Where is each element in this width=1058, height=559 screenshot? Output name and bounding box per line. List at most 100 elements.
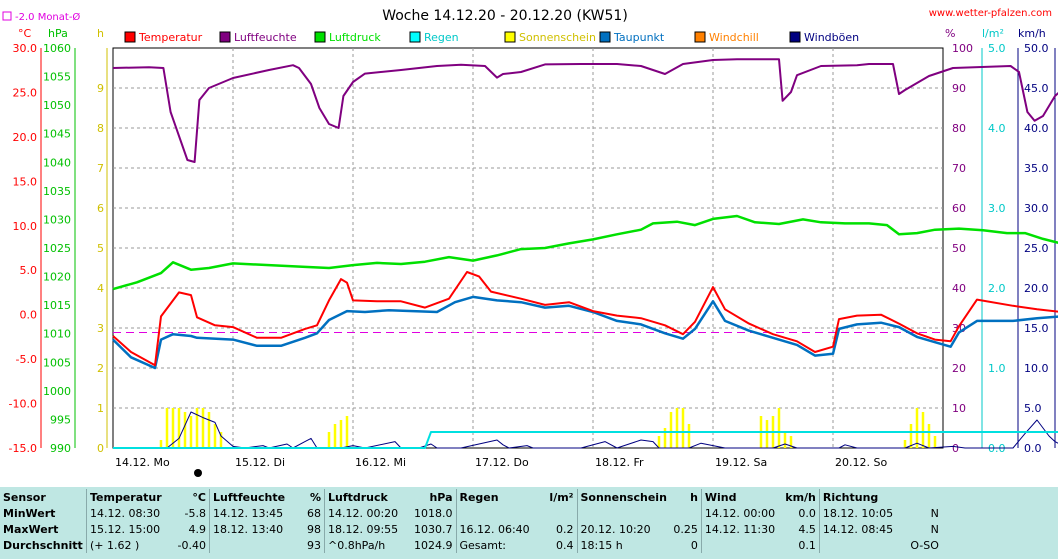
cell-value: 0.2	[556, 522, 574, 536]
cell-time: 18.12. 10:05	[818, 505, 906, 521]
hdr-pressure: Luftdruck	[324, 489, 411, 505]
humidity-tick-label: 40	[952, 282, 966, 295]
humidity-tick-label: 50	[952, 242, 966, 255]
legend-swatch	[599, 31, 611, 43]
temp-axis-unit: °C	[18, 27, 32, 40]
chart-title: Woche 14.12.20 - 20.12.20 (KW51)	[382, 8, 628, 24]
day-label: 19.12. Sa	[715, 456, 767, 469]
hdr-sensor: Sensor	[3, 490, 46, 504]
legend-label: Taupunkt	[613, 31, 665, 44]
legend-swatch	[314, 31, 326, 43]
pressure-tick-label: 1005	[43, 356, 71, 369]
cell-time	[455, 505, 543, 521]
cell-value: 1024.9	[414, 538, 453, 552]
humidity-tick-label: 100	[952, 42, 973, 55]
sun-tick-label: 9	[97, 82, 104, 95]
pressure-tick-label: 1055	[43, 71, 71, 84]
row-label: Durchschnitt	[3, 538, 83, 552]
sun-tick-label: 7	[97, 162, 104, 175]
stats-header-row: Sensor Temperatur °C Luftfeuchte % Luftd…	[0, 489, 942, 505]
pressure-line	[112, 214, 1058, 291]
wind-tick-label: 35.0	[1024, 162, 1049, 175]
hdr-temperature: Temperatur	[86, 489, 173, 505]
wind-tick-label: 45.0	[1024, 82, 1049, 95]
hdr-direction: Richtung	[818, 489, 906, 505]
stats-table-panel: Sensor Temperatur °C Luftfeuchte % Luftd…	[0, 487, 1058, 559]
temp-tick-label: 20.0	[13, 131, 38, 144]
temp-tick-label: -10.0	[9, 398, 37, 411]
sun-tick-label: 5	[97, 242, 104, 255]
stats-table: Sensor Temperatur °C Luftfeuchte % Luftd…	[0, 489, 942, 553]
legend-label: Temperatur	[138, 31, 203, 44]
cell-time: ^0.8hPa/h	[324, 537, 411, 553]
cell-time: 16.12. 06:40	[455, 521, 543, 537]
humidity-tick-label: 80	[952, 122, 966, 135]
cell-value	[670, 505, 702, 521]
cell-time	[818, 537, 906, 553]
cell-value: N	[930, 506, 939, 520]
hdr-sun-unit: h	[690, 490, 698, 504]
avg-note: -2.0 Monat-Ø	[15, 11, 80, 23]
pressure-tick-label: 1045	[43, 128, 71, 141]
sun-tick-label: 2	[97, 362, 104, 375]
sun-axis-unit: h	[97, 27, 104, 40]
temp-tick-label: 25.0	[13, 86, 38, 99]
hdr-wind-unit: km/h	[785, 490, 816, 504]
temp-tick-label: -15.0	[9, 442, 37, 455]
hdr-wind: Wind	[700, 489, 780, 505]
stats-row-avg: Durchschnitt (+ 1.62 ) -0.40 93 ^0.8hPa/…	[0, 537, 942, 553]
temp-tick-label: 10.0	[13, 220, 38, 233]
cell-value: 98	[307, 522, 321, 536]
sun-tick-label: 0	[97, 442, 104, 455]
sun-tick-label: 1	[97, 402, 104, 415]
cell-time	[576, 505, 670, 521]
pressure-tick-label: 995	[50, 413, 71, 426]
legend-label: Windchill	[709, 31, 759, 44]
row-label: MaxWert	[3, 522, 59, 536]
legend-label: Sonnenschein	[519, 31, 596, 44]
humidity-tick-label: 10	[952, 402, 966, 415]
pressure-tick-label: 1030	[43, 213, 71, 226]
legend-label: Luftfeuchte	[234, 31, 297, 44]
wind-tick-label: 15.0	[1024, 322, 1049, 335]
day-label: 16.12. Mi	[355, 456, 406, 469]
pressure-tick-label: 1000	[43, 385, 71, 398]
cell-time: 14.12. 00:20	[324, 505, 411, 521]
legend-swatch	[124, 31, 136, 43]
hdr-press-unit: hPa	[429, 490, 453, 504]
wind-axis-unit: km/h	[1018, 27, 1046, 40]
humidity-tick-label: 70	[952, 162, 966, 175]
sun-tick-label: 3	[97, 322, 104, 335]
rain-tick-label: 2.0	[988, 282, 1006, 295]
temp-tick-label: 5.0	[20, 264, 38, 277]
cell-time: (+ 1.62 )	[86, 537, 173, 553]
temperature-line	[112, 271, 1058, 367]
weather-chart: Woche 14.12.20 - 20.12.20 (KW51) www.wett…	[2, 8, 1058, 477]
cell-time: 14.12. 00:00	[700, 505, 780, 521]
wind-tick-label: 5.0	[1024, 402, 1042, 415]
humidity-tick-label: 60	[952, 202, 966, 215]
cell-time: Gesamt:	[455, 537, 543, 553]
site-url: www.wetter-pfalzen.com	[929, 8, 1052, 19]
cell-value: -0.40	[177, 538, 206, 552]
cell-time: 15.12. 15:00	[86, 521, 173, 537]
humidity-tick-label: 0	[952, 442, 959, 455]
pressure-tick-label: 1020	[43, 271, 71, 284]
cell-value: 0.1	[798, 538, 816, 552]
humidity-tick-label: 90	[952, 82, 966, 95]
temp-tick-label: 30.0	[13, 42, 38, 55]
legend-label: Windböen	[804, 31, 859, 44]
cell-value: 1018.0	[414, 506, 453, 520]
cell-value: 4.5	[798, 522, 816, 536]
cell-time: 20.12. 10:20	[576, 521, 670, 537]
hdr-rain: Regen	[455, 489, 543, 505]
stats-row-min: MinWert 14.12. 08:30 -5.8 14.12. 13:45 6…	[0, 505, 942, 521]
legend-swatch	[219, 31, 231, 43]
cell-time: 14.12. 08:45	[818, 521, 906, 537]
rain-tick-label: 4.0	[988, 122, 1006, 135]
rain-tick-label: 1.0	[988, 362, 1006, 375]
day-label: 15.12. Di	[235, 456, 285, 469]
legend-label: Regen	[424, 31, 459, 44]
temp-tick-label: 15.0	[13, 175, 38, 188]
pressure-tick-label: 1050	[43, 99, 71, 112]
